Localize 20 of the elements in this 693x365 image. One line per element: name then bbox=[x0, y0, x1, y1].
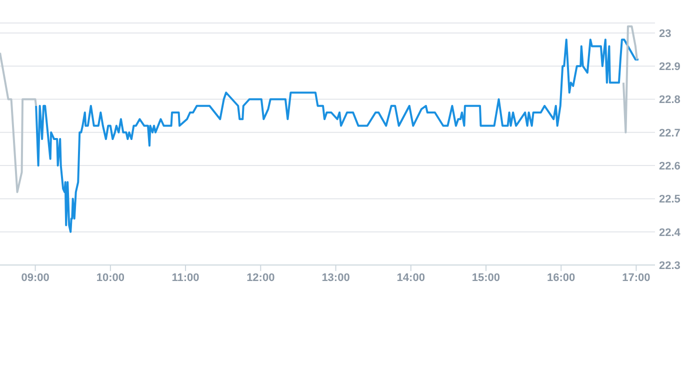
x-tick-label: 16:00 bbox=[547, 272, 576, 284]
x-tick-label: 13:00 bbox=[322, 272, 350, 284]
x-tick-label: 09:00 bbox=[21, 272, 50, 284]
x-tick-label: 12:00 bbox=[246, 272, 275, 284]
y-tick-label: 22.9 bbox=[659, 61, 680, 73]
line-series bbox=[622, 25, 638, 134]
line-series bbox=[0, 52, 38, 194]
y-tick-label: 22.6 bbox=[659, 160, 680, 172]
y-tick-label: 22.8 bbox=[659, 94, 680, 106]
y-tick-label: 22.7 bbox=[659, 127, 680, 140]
x-tick-label: 17:00 bbox=[622, 272, 650, 284]
y-tick-label: 22.4 bbox=[659, 226, 682, 239]
x-tick-label: 15:00 bbox=[472, 272, 500, 284]
y-tick-label: 22.3 bbox=[659, 260, 680, 272]
x-tick-label: 14:00 bbox=[396, 272, 425, 284]
x-tick-label: 11:00 bbox=[172, 272, 200, 284]
y-tick-label: 23 bbox=[659, 28, 672, 40]
y-tick-label: 22.5 bbox=[659, 194, 680, 206]
x-tick-label: 10:00 bbox=[96, 272, 124, 284]
line-series bbox=[35, 38, 640, 233]
